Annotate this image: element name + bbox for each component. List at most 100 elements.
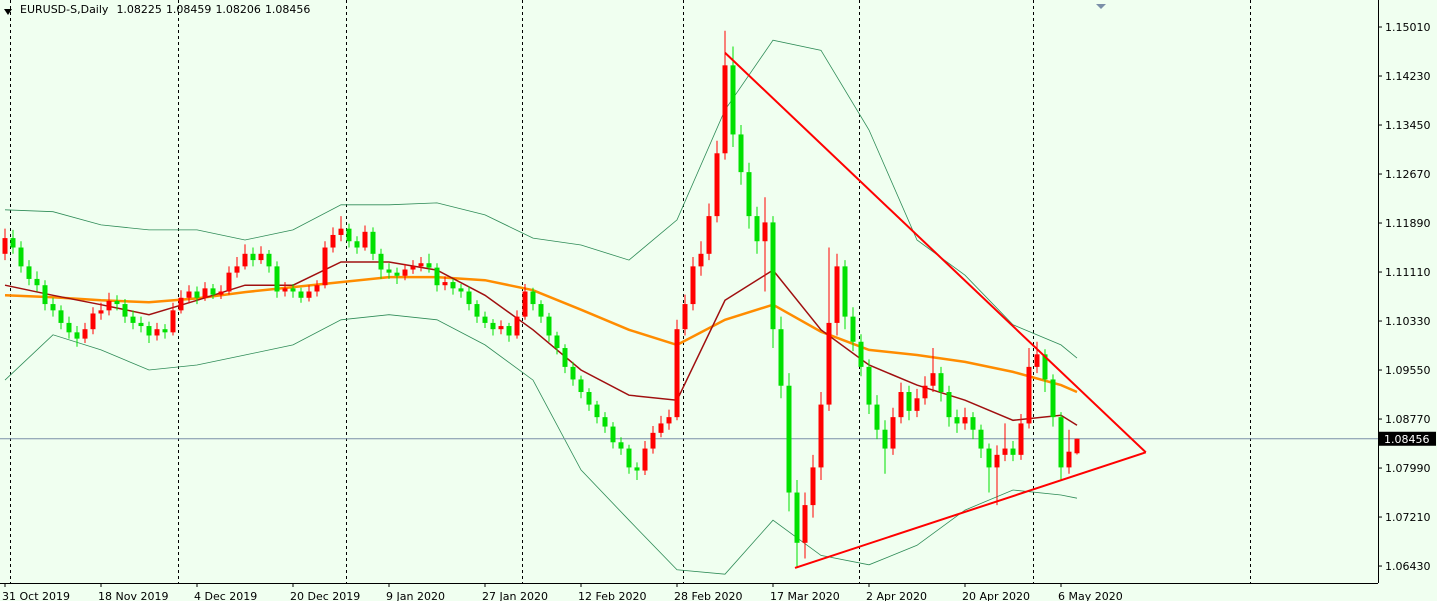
candle-body bbox=[322, 247, 328, 286]
candle-body bbox=[898, 392, 904, 418]
candle-body bbox=[514, 316, 520, 336]
price-label: 1.08456 bbox=[1384, 433, 1430, 446]
candle-body bbox=[802, 505, 808, 543]
x-tick-label: 18 Nov 2019 bbox=[98, 590, 168, 601]
candle-body bbox=[546, 316, 552, 336]
candle-body bbox=[370, 231, 376, 254]
candle-body bbox=[594, 404, 600, 418]
symbol: EURUSD-S,Daily bbox=[20, 3, 109, 16]
candle-body bbox=[434, 267, 440, 286]
low-value: 1.08206 bbox=[215, 3, 261, 16]
candle-body bbox=[338, 228, 344, 235]
x-tick-label: 2 Apr 2020 bbox=[866, 590, 927, 601]
candle-body bbox=[586, 392, 592, 405]
candle-body bbox=[250, 253, 256, 261]
candle-body bbox=[498, 326, 504, 330]
candle-body bbox=[738, 134, 744, 173]
candle-body bbox=[698, 253, 704, 267]
candle-body bbox=[938, 373, 944, 393]
candle-body bbox=[258, 253, 264, 261]
candle-body bbox=[538, 304, 544, 317]
open-value: 1.08225 bbox=[116, 3, 162, 16]
candle-body bbox=[754, 216, 760, 242]
candle-body bbox=[810, 467, 816, 506]
candle-body bbox=[626, 448, 632, 468]
x-tick-label: 27 Jan 2020 bbox=[482, 590, 548, 601]
price-label-box bbox=[1379, 431, 1436, 446]
candle-body bbox=[18, 247, 24, 267]
candle-body bbox=[490, 322, 496, 330]
candle-body bbox=[1002, 448, 1008, 455]
candle-body bbox=[618, 442, 624, 449]
candle-body bbox=[986, 448, 992, 468]
candle-body bbox=[818, 404, 824, 468]
candle-body bbox=[458, 288, 464, 292]
candle-body bbox=[954, 417, 960, 424]
x-tick-label: 9 Jan 2020 bbox=[386, 590, 445, 601]
candle-body bbox=[962, 417, 968, 424]
candle-body bbox=[130, 316, 136, 323]
shift-marker bbox=[1096, 4, 1106, 9]
candle-body bbox=[194, 291, 200, 298]
candle-body bbox=[682, 304, 688, 330]
candle-body bbox=[770, 222, 776, 330]
candle-body bbox=[26, 266, 32, 279]
candle-body bbox=[714, 153, 720, 217]
y-tick-label: 1.11890 bbox=[1385, 217, 1431, 230]
candle-body bbox=[210, 288, 216, 295]
candle-body bbox=[850, 316, 856, 342]
candle-body bbox=[1034, 354, 1040, 367]
candle-body bbox=[482, 316, 488, 323]
candle-body bbox=[634, 467, 640, 471]
y-tick-label: 1.08770 bbox=[1385, 413, 1431, 426]
menu-arrow bbox=[4, 9, 12, 15]
candle-body bbox=[658, 423, 664, 433]
candle-body bbox=[914, 398, 920, 411]
candle-body bbox=[786, 385, 792, 493]
candle-body bbox=[74, 332, 80, 339]
y-tick-label: 1.11110 bbox=[1385, 266, 1431, 279]
y-tick-label: 1.06430 bbox=[1385, 560, 1431, 573]
candle-body bbox=[930, 373, 936, 386]
candle-body bbox=[354, 241, 360, 248]
y-tick-label: 1.07210 bbox=[1385, 511, 1431, 524]
candle-body bbox=[642, 448, 648, 471]
candle-body bbox=[1074, 438, 1080, 454]
candle-body bbox=[978, 429, 984, 449]
candle-body bbox=[722, 65, 728, 154]
candle-body bbox=[946, 392, 952, 418]
candle-body bbox=[266, 253, 272, 267]
candle-body bbox=[202, 288, 208, 298]
candle-body bbox=[298, 291, 304, 298]
candle-body bbox=[522, 291, 528, 317]
candle-body bbox=[858, 341, 864, 367]
candle-body bbox=[178, 297, 184, 311]
candle-body bbox=[98, 310, 104, 314]
candle-body bbox=[650, 432, 656, 449]
candle-body bbox=[146, 326, 152, 336]
candle-body bbox=[826, 322, 832, 405]
candle-body bbox=[690, 266, 696, 305]
candle-body bbox=[778, 329, 784, 386]
candle-body bbox=[66, 322, 72, 333]
candle-body bbox=[922, 385, 928, 399]
candle-body bbox=[122, 304, 128, 317]
candle-body bbox=[970, 417, 976, 430]
candle-body bbox=[906, 392, 912, 411]
candle-body bbox=[90, 313, 96, 330]
candle-body bbox=[58, 310, 64, 323]
candle-body bbox=[186, 291, 192, 298]
candle-body bbox=[138, 322, 144, 327]
candle-body bbox=[666, 417, 672, 424]
candle-body bbox=[442, 282, 448, 286]
candle-body bbox=[570, 366, 576, 380]
indicator-line bbox=[4, 314, 1078, 575]
candle-body bbox=[466, 291, 472, 305]
indicator-line bbox=[4, 39, 1078, 359]
x-tick-label: 28 Feb 2020 bbox=[674, 590, 742, 601]
high-value: 1.08459 bbox=[166, 3, 212, 16]
x-tick-label: 20 Apr 2020 bbox=[962, 590, 1030, 601]
